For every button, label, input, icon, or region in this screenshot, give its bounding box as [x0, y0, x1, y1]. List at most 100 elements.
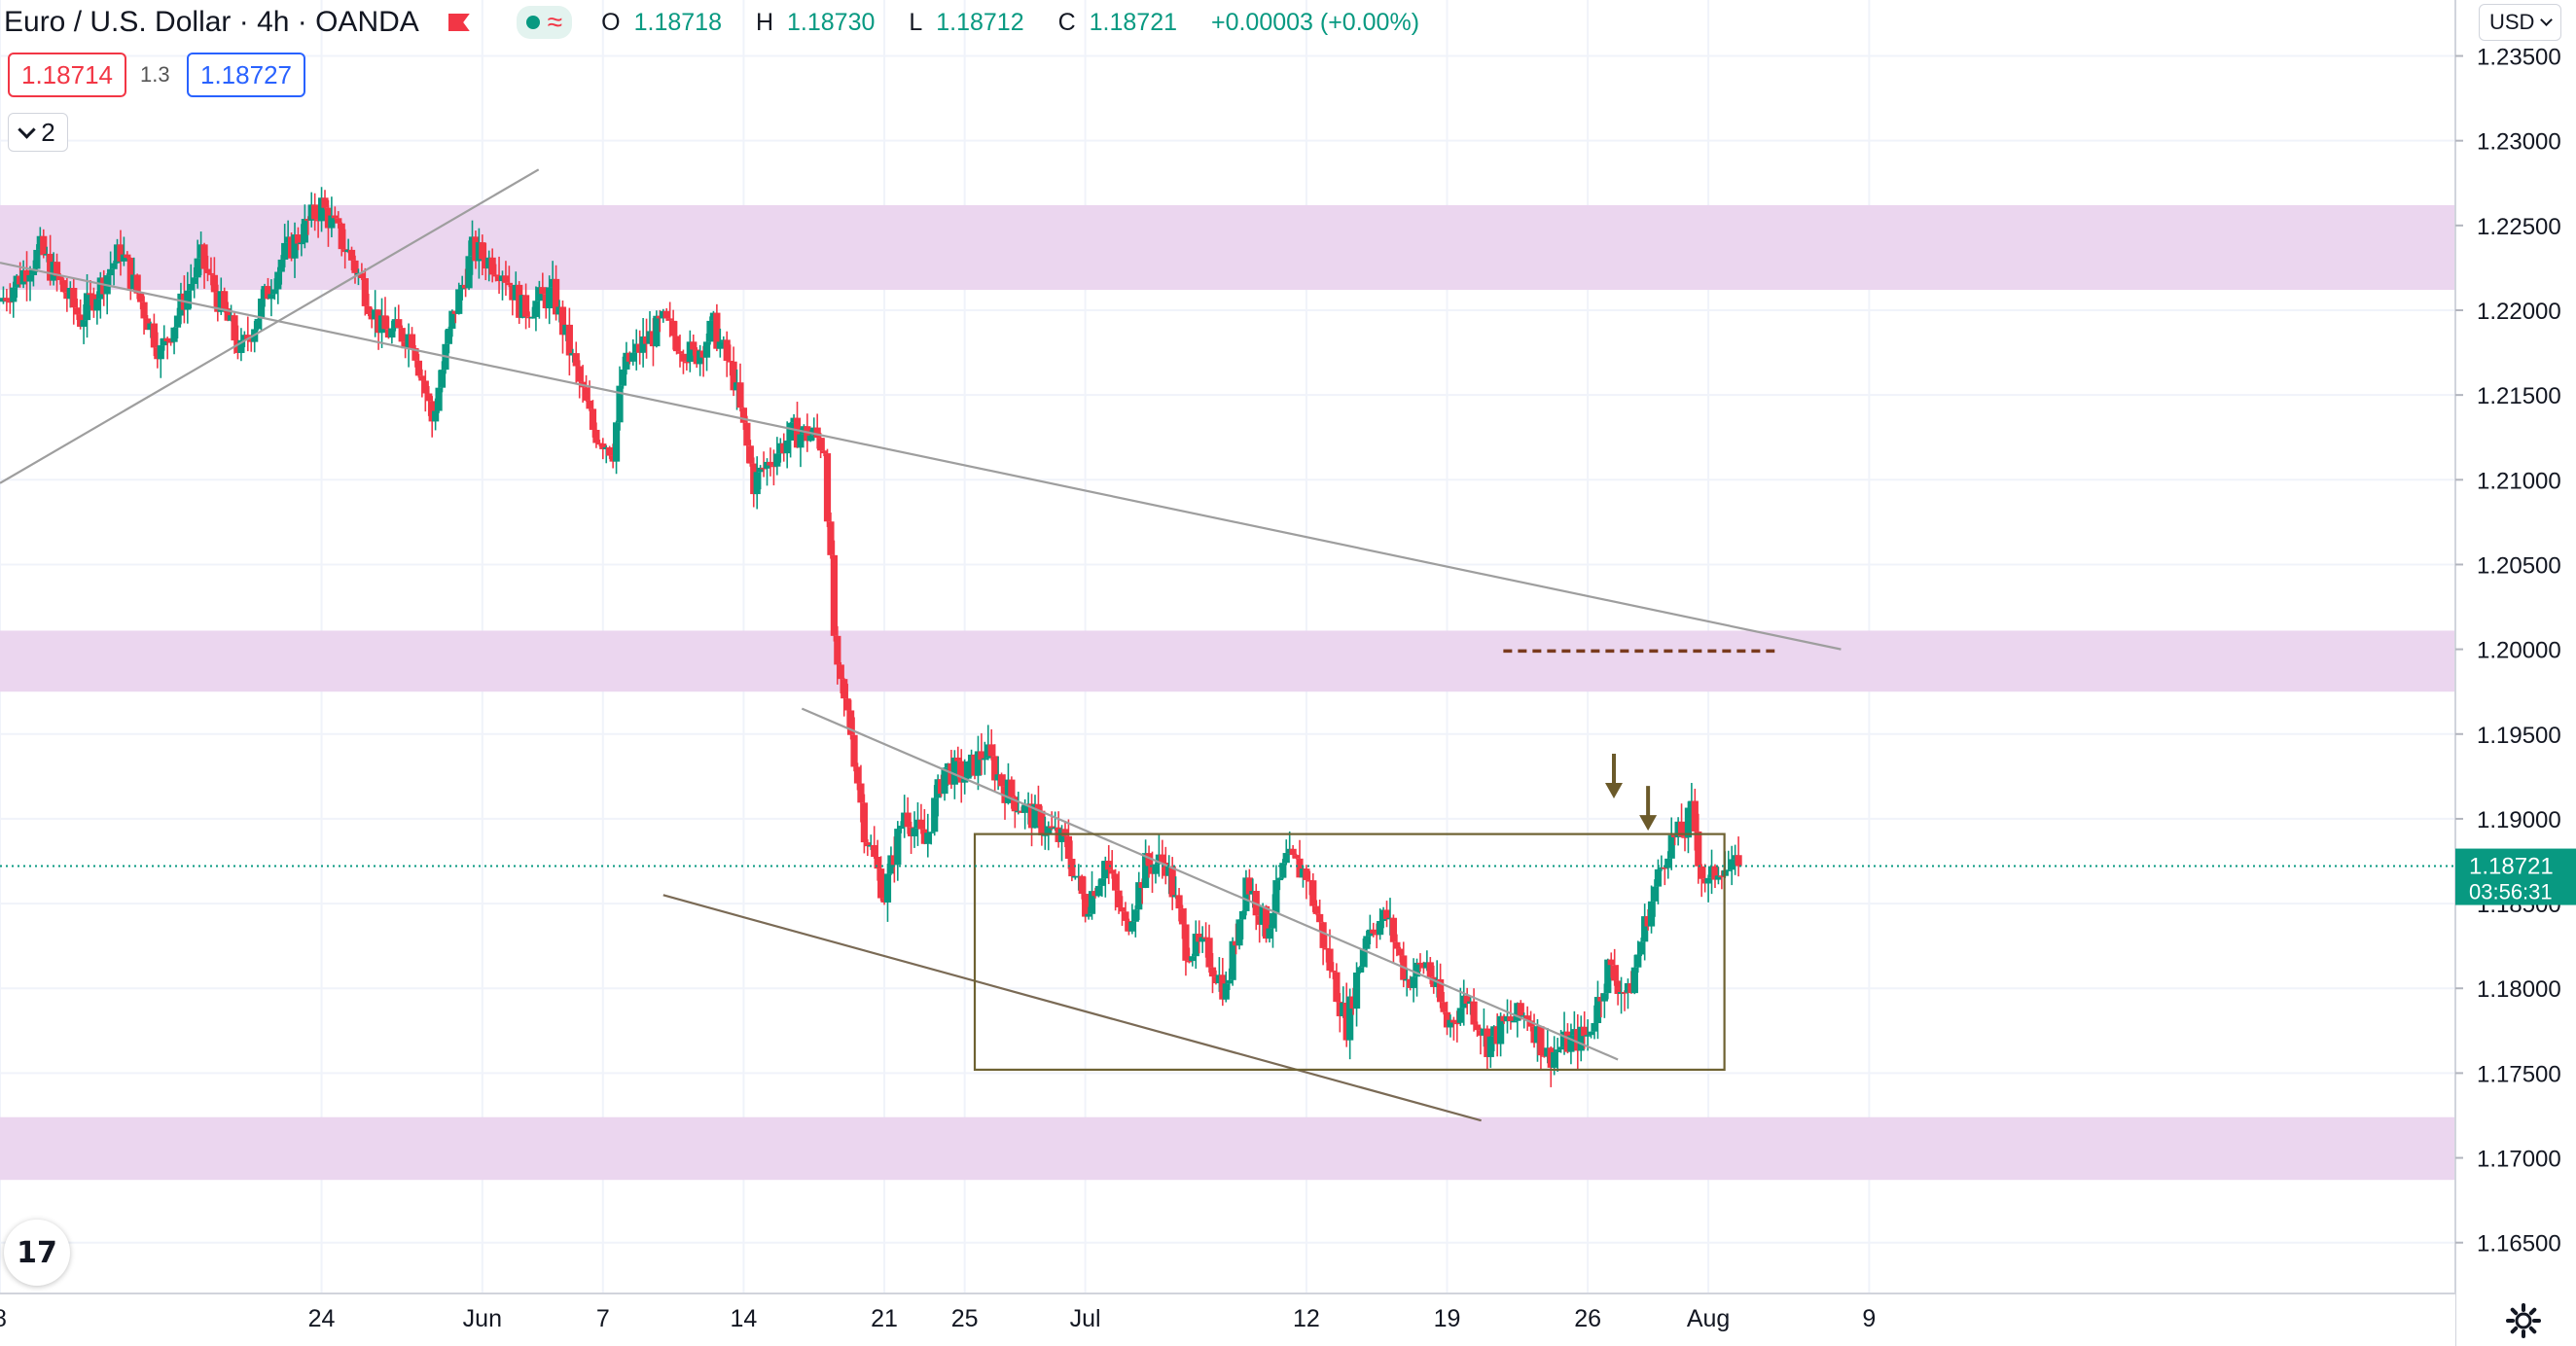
candle-body [421, 380, 429, 394]
candle-body [877, 868, 885, 899]
candle [488, 248, 496, 283]
candle-body [117, 244, 125, 262]
candle-body [10, 287, 18, 302]
candle-body [653, 315, 661, 347]
candle-body [565, 324, 573, 356]
candle-body [1199, 937, 1206, 942]
buy-button[interactable]: 1.18727 [187, 53, 305, 97]
candle [927, 832, 935, 845]
candle-body [1282, 853, 1290, 864]
candle-body [1449, 1019, 1458, 1023]
collapse-indicators-button[interactable]: 2 [8, 113, 68, 152]
y-tick-label: 1.23500 [2477, 45, 2561, 71]
symbol-title[interactable]: Euro / U.S. Dollar · 4h · OANDA [4, 6, 419, 38]
candle [1470, 988, 1478, 1032]
candle-body [793, 417, 802, 448]
candle [1463, 987, 1471, 1015]
candle [1416, 953, 1424, 973]
candle [161, 325, 168, 351]
indicator-pill[interactable]: ≈ [516, 6, 573, 39]
candle-body [107, 268, 115, 276]
y-tick-label: 1.18000 [2477, 976, 2561, 1003]
flag-icon[interactable] [447, 14, 470, 31]
candle [723, 331, 731, 377]
candle [672, 321, 681, 355]
candle-body [1695, 831, 1702, 867]
candle [847, 699, 855, 740]
candle-body [897, 826, 905, 830]
candle-body [1008, 779, 1016, 797]
candle-body [1112, 873, 1120, 891]
candle [1319, 921, 1327, 966]
tradingview-logo-icon[interactable]: 17 [4, 1220, 70, 1286]
candle [871, 826, 878, 859]
candle-body [706, 320, 714, 342]
candle [773, 437, 781, 476]
candle [1667, 817, 1675, 870]
candle-body [823, 453, 832, 522]
candle-body [589, 408, 597, 430]
candle [294, 227, 303, 251]
candle [1704, 874, 1712, 903]
candle-body [974, 751, 983, 776]
candle [1443, 1001, 1451, 1036]
candle [1292, 853, 1301, 860]
candle-body [150, 323, 158, 348]
candle [365, 293, 373, 317]
candle-body [191, 277, 198, 284]
last-price-badge-bg [2455, 848, 2576, 905]
candle-body [1725, 869, 1733, 871]
candle [1554, 1038, 1561, 1073]
candle-body [173, 315, 182, 328]
candle-body [773, 453, 781, 467]
candle [746, 440, 754, 467]
candle-body [1185, 960, 1193, 963]
x-tick-label: 24 [308, 1305, 336, 1332]
candle-body [1068, 859, 1076, 877]
candle-body [629, 352, 637, 362]
candle-body [874, 857, 881, 869]
candle-body [221, 291, 229, 309]
candle-body [1048, 826, 1055, 829]
candle-body [924, 832, 932, 844]
candle-body [268, 294, 275, 300]
candle-body [1078, 875, 1086, 895]
candle-body [1382, 909, 1391, 919]
candle-body [3, 298, 11, 301]
candle [1624, 978, 1632, 1010]
candle [820, 438, 828, 457]
candle-body [1691, 800, 1699, 832]
candle-body [1410, 976, 1417, 988]
candle-body [298, 242, 305, 245]
y-tick-label: 1.19000 [2477, 807, 2561, 833]
candle-body [328, 215, 336, 229]
y-tick-label: 1.22000 [2477, 299, 2561, 325]
candle-body [502, 275, 510, 283]
candle-body [883, 873, 892, 903]
candle-body [317, 197, 326, 222]
candle-body [1704, 877, 1712, 884]
candle [676, 335, 684, 368]
candle [964, 761, 972, 780]
x-tick-label: 25 [951, 1305, 979, 1332]
x-tick-label: 19 [1434, 1305, 1461, 1332]
candle-body [1447, 1019, 1454, 1028]
candle [1735, 836, 1742, 877]
candle-body [1517, 1003, 1524, 1016]
candle-body [53, 262, 61, 276]
candle-body [1229, 940, 1236, 980]
candle-body [311, 204, 319, 220]
x-tick-label: Jun [463, 1305, 502, 1332]
currency-select[interactable]: USD [2479, 4, 2562, 41]
close-value: 1.18721 [1089, 8, 1178, 36]
gear-icon[interactable] [2504, 1301, 2543, 1340]
candle-body [1292, 855, 1301, 859]
candle-body [1242, 877, 1250, 911]
candle [40, 229, 48, 259]
candle-body [1205, 938, 1213, 968]
sell-button[interactable]: 1.18714 [8, 53, 126, 97]
x-tick-label: Jul [1070, 1305, 1101, 1332]
candle-body [365, 305, 373, 314]
candle-body [1456, 1008, 1464, 1023]
